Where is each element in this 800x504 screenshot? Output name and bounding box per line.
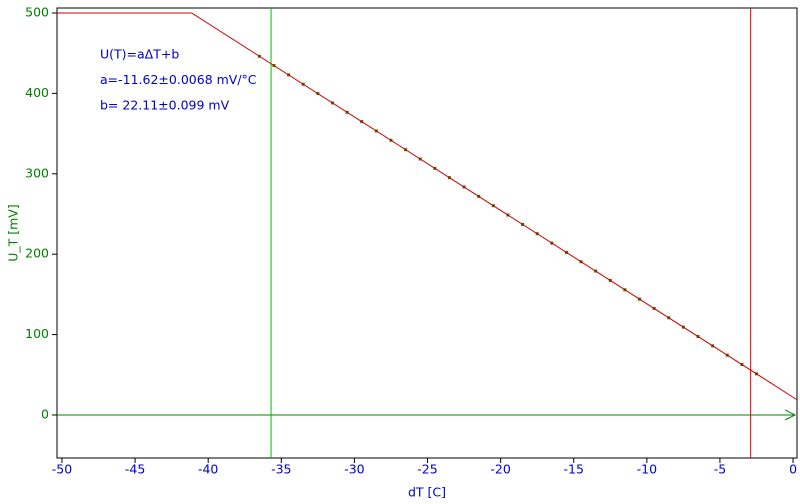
plot-frame: [56, 7, 798, 459]
x-tick-label: -35: [271, 462, 291, 477]
y-axis-label: U_T [mV]: [6, 204, 21, 262]
zero-arrow: [784, 409, 797, 421]
x-tick-label: -25: [417, 462, 437, 477]
x-tick-label: -5: [714, 462, 726, 477]
x-tick-label: -15: [564, 462, 584, 477]
x-tick-label: -10: [637, 462, 657, 477]
x-tick-label: -40: [198, 462, 218, 477]
x-tick-label: 0: [789, 462, 797, 477]
y-tick-label: 200: [25, 246, 49, 261]
x-axis-label: dT [C]: [408, 485, 446, 500]
annotation: a=-11.62±0.0068 mV/°C: [100, 72, 257, 87]
x-tick-label: -45: [125, 462, 145, 477]
y-tick-label: 500: [25, 4, 49, 19]
fit-line: [57, 12, 798, 401]
y-tick-label: 0: [41, 406, 49, 421]
x-tick-label: -30: [344, 462, 364, 477]
y-tick-label: 400: [25, 85, 49, 100]
annotation: b= 22.11±0.099 mV: [100, 98, 230, 113]
x-tick-label: -50: [52, 462, 72, 477]
annotation: U(T)=aΔT+b: [100, 47, 179, 62]
y-tick-label: 100: [25, 326, 49, 341]
y-tick-label: 300: [25, 165, 49, 180]
x-tick-label: -20: [490, 462, 510, 477]
